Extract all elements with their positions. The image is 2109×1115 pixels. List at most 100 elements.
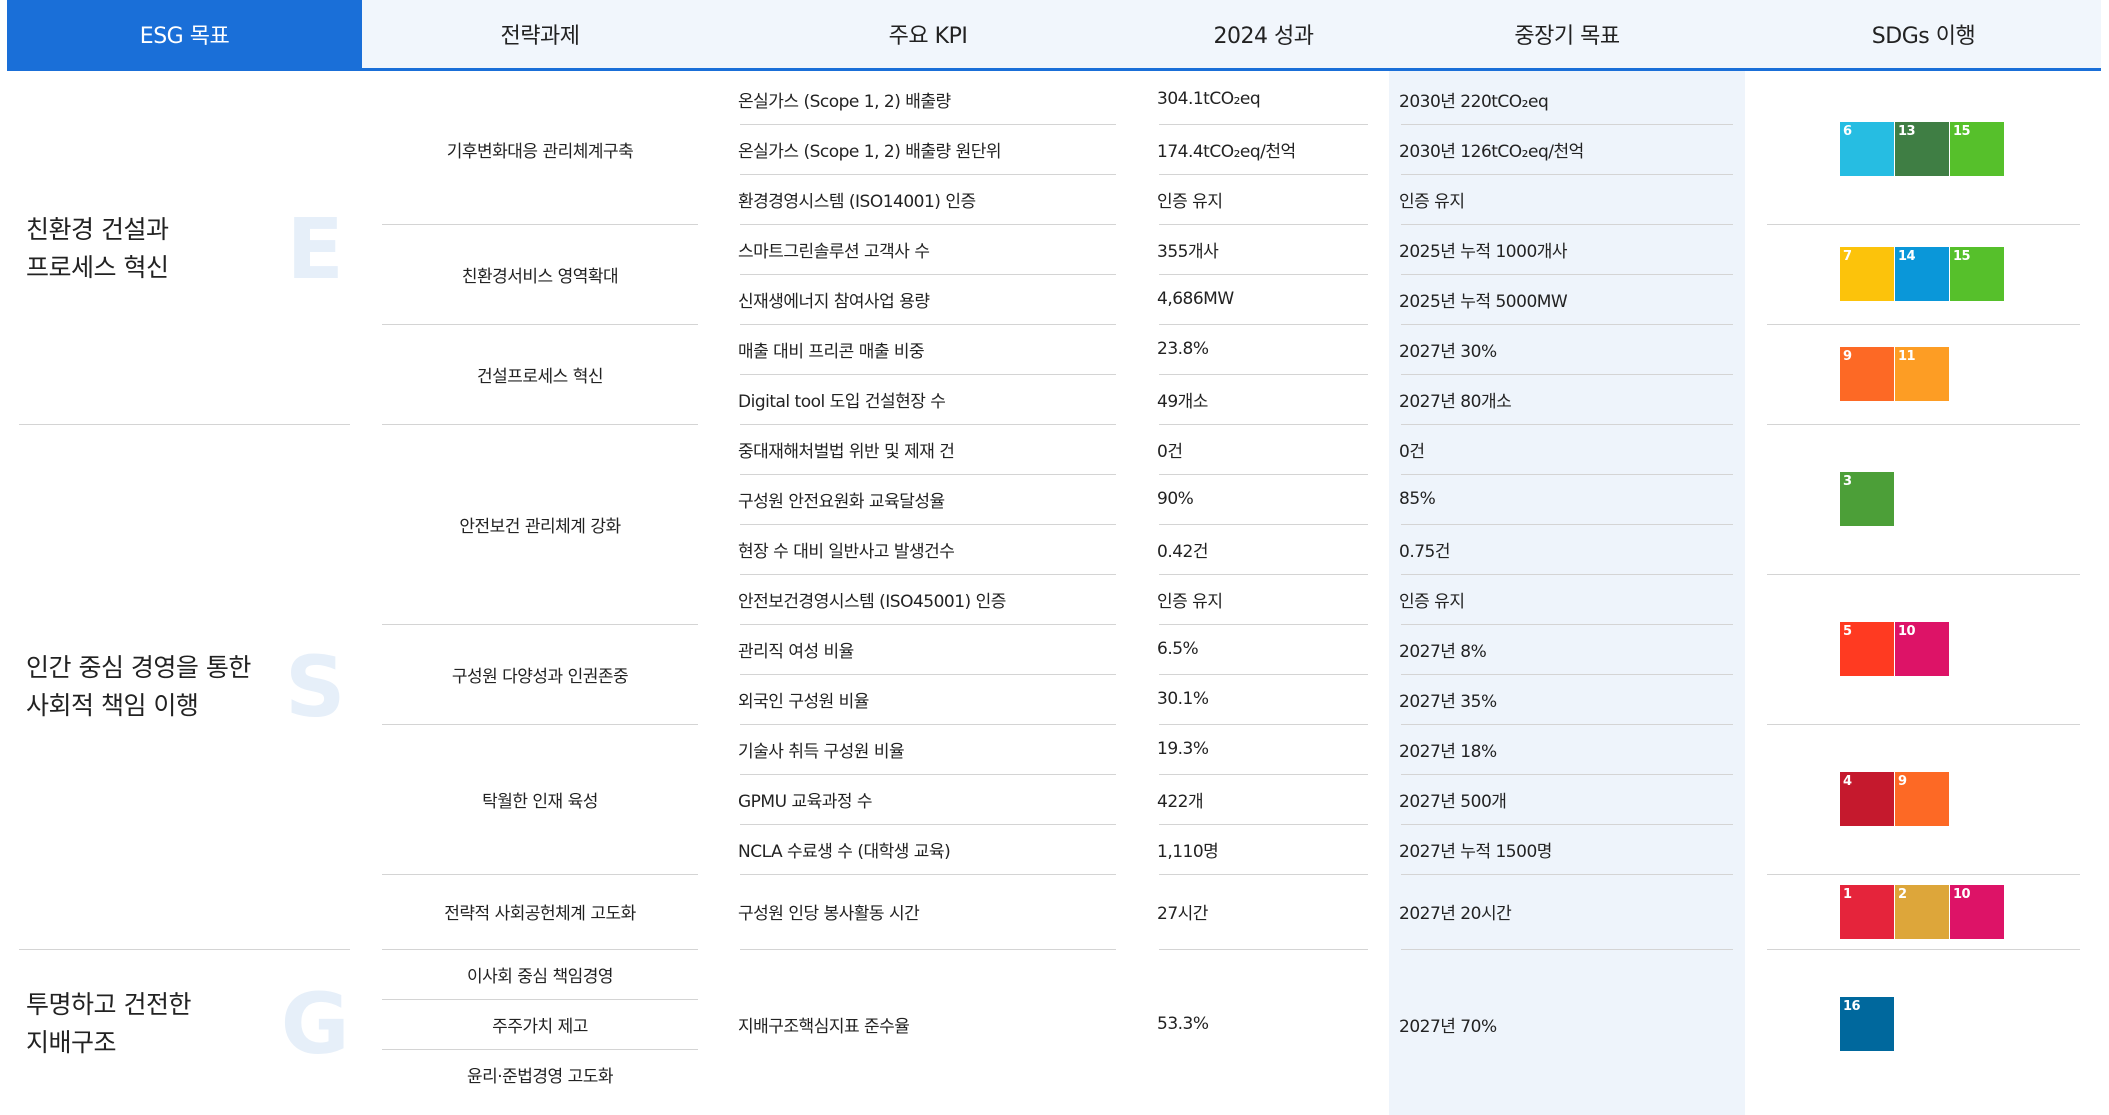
cell-kpi: 관리직 여성 비율	[738, 641, 854, 662]
cell-target: 2027년 500개	[1399, 791, 1507, 812]
goal-letter: E	[286, 200, 344, 298]
cell-target: 2027년 35%	[1399, 691, 1497, 712]
goal-title-line: 친환경 건설과	[26, 215, 169, 244]
cell-result: 304.1tCO₂eq	[1157, 89, 1261, 109]
goal-title-line: 프로세스 혁신	[26, 253, 169, 282]
goal-letter: S	[285, 637, 346, 736]
strategy: 친환경서비스 영역확대	[461, 266, 619, 287]
row-divider	[1159, 949, 1368, 950]
strategy: 전략적 사회공헌체계 고도화	[444, 904, 636, 924]
row-divider	[1159, 674, 1368, 675]
cell-target: 2030년 126tCO₂eq/천억	[1399, 141, 1584, 162]
cell-kpi: 외국인 구성원 비율	[738, 691, 869, 712]
row-divider	[1401, 324, 1733, 325]
cell-result: 355개사	[1157, 241, 1219, 262]
goal-title-line: 지배구조	[26, 1028, 117, 1057]
cell-target: 인증 유지	[1399, 191, 1465, 212]
cell-result: 27시간	[1157, 904, 1208, 924]
row-divider	[1401, 224, 1733, 225]
row-divider	[1159, 774, 1368, 775]
row-divider	[1401, 174, 1733, 175]
sdg-divider	[1767, 724, 2080, 725]
cell-target: 2025년 누적 1000개사	[1399, 241, 1568, 262]
cell-kpi: 환경경영시스템 (ISO14001) 인증	[738, 191, 976, 212]
strategy-divider	[382, 724, 698, 725]
sdg-icon: 10	[1950, 884, 2004, 939]
strategy: 기후변화대응 관리체계구축	[446, 141, 634, 162]
sdg-divider	[1767, 874, 2080, 875]
goal-divider	[19, 949, 350, 950]
strategy: 안전보건 관리체계 강화	[459, 516, 621, 537]
cell-result: 90%	[1157, 489, 1194, 509]
cell-kpi: GPMU 교육과정 수	[738, 791, 873, 812]
goal-title-line: 인간 중심 경영을 통한	[26, 652, 251, 682]
target-bg	[1389, 70, 1745, 1115]
cell-result: 0건	[1157, 441, 1183, 462]
header-cell: ESG 목표	[7, 0, 362, 68]
sdg-icon: 13	[1895, 122, 1949, 176]
header-cell: 주요 KPI	[888, 24, 968, 49]
cell-kpi: Digital tool 도입 건설현장 수	[738, 391, 946, 412]
cell-target: 2027년 누적 1500명	[1399, 841, 1552, 862]
row-divider	[740, 624, 1116, 625]
row-divider	[1401, 124, 1733, 125]
cell-target: 0.75건	[1399, 541, 1451, 562]
row-divider	[740, 124, 1116, 125]
cell-target: 0건	[1399, 441, 1425, 462]
row-divider	[740, 324, 1116, 325]
header-cell: 전략과제	[500, 24, 580, 49]
row-divider	[1159, 524, 1368, 525]
cell-kpi: 신재생에너지 참여사업 용량	[738, 291, 930, 312]
row-divider	[1401, 874, 1733, 875]
goal-letter: G	[280, 975, 350, 1073]
header-cell: SDGs 이행	[1871, 24, 1976, 49]
row-divider	[1401, 474, 1733, 475]
row-divider	[1401, 724, 1733, 725]
cell-kpi: 구성원 안전요원화 교육달성율	[738, 491, 945, 512]
row-divider	[1159, 274, 1368, 275]
strategy-divider	[382, 949, 698, 950]
sdg-icon: 15	[1950, 247, 2004, 301]
cell-kpi: 중대재해처벌법 위반 및 제재 건	[738, 441, 955, 462]
row-divider	[1159, 624, 1368, 625]
goal-title-line: 투명하고 건전한	[26, 990, 191, 1019]
strategy-divider	[382, 874, 698, 875]
cell-result: 6.5%	[1157, 639, 1199, 659]
row-divider	[740, 274, 1116, 275]
cell-kpi: 구성원 인당 봉사활동 시간	[738, 904, 920, 924]
cell-target: 2027년 80개소	[1399, 391, 1512, 412]
strategy: 건설프로세스 혁신	[476, 366, 604, 387]
strategy-divider	[382, 1049, 698, 1050]
sdg-divider	[1767, 574, 2080, 575]
row-divider	[740, 949, 1116, 950]
cell-target: 2025년 누적 5000MW	[1399, 291, 1568, 312]
row-divider	[1159, 424, 1368, 425]
sdg-icon: 5	[1840, 622, 1894, 676]
cell-result: 인증 유지	[1157, 591, 1223, 612]
cell-result: 30.1%	[1157, 689, 1209, 709]
row-divider	[1159, 574, 1368, 575]
row-divider	[740, 374, 1116, 375]
row-divider	[1401, 524, 1733, 525]
row-divider	[1401, 774, 1733, 775]
sdg-divider	[1767, 949, 2080, 950]
sdg-icon: 14	[1895, 247, 1949, 301]
row-divider	[1401, 574, 1733, 575]
row-divider	[1159, 124, 1368, 125]
cell-kpi: 지배구조핵심지표 준수율	[738, 1016, 910, 1037]
header-cell: 2024 성과	[1213, 24, 1314, 49]
cell-kpi: 온실가스 (Scope 1, 2) 배출량	[738, 91, 951, 112]
cell-result: 0.42건	[1157, 541, 1209, 562]
row-divider	[740, 574, 1116, 575]
strategy-divider	[382, 999, 698, 1000]
cell-kpi: NCLA 수료생 수 (대학생 교육)	[738, 841, 951, 862]
cell-result: 인증 유지	[1157, 191, 1223, 212]
row-divider	[740, 424, 1116, 425]
row-divider	[1401, 624, 1733, 625]
row-divider	[1401, 824, 1733, 825]
strategy: 이사회 중심 책임경영	[466, 966, 614, 987]
sdg-icon: 16	[1840, 997, 1894, 1051]
cell-kpi: 매출 대비 프리콘 매출 비중	[738, 341, 925, 362]
